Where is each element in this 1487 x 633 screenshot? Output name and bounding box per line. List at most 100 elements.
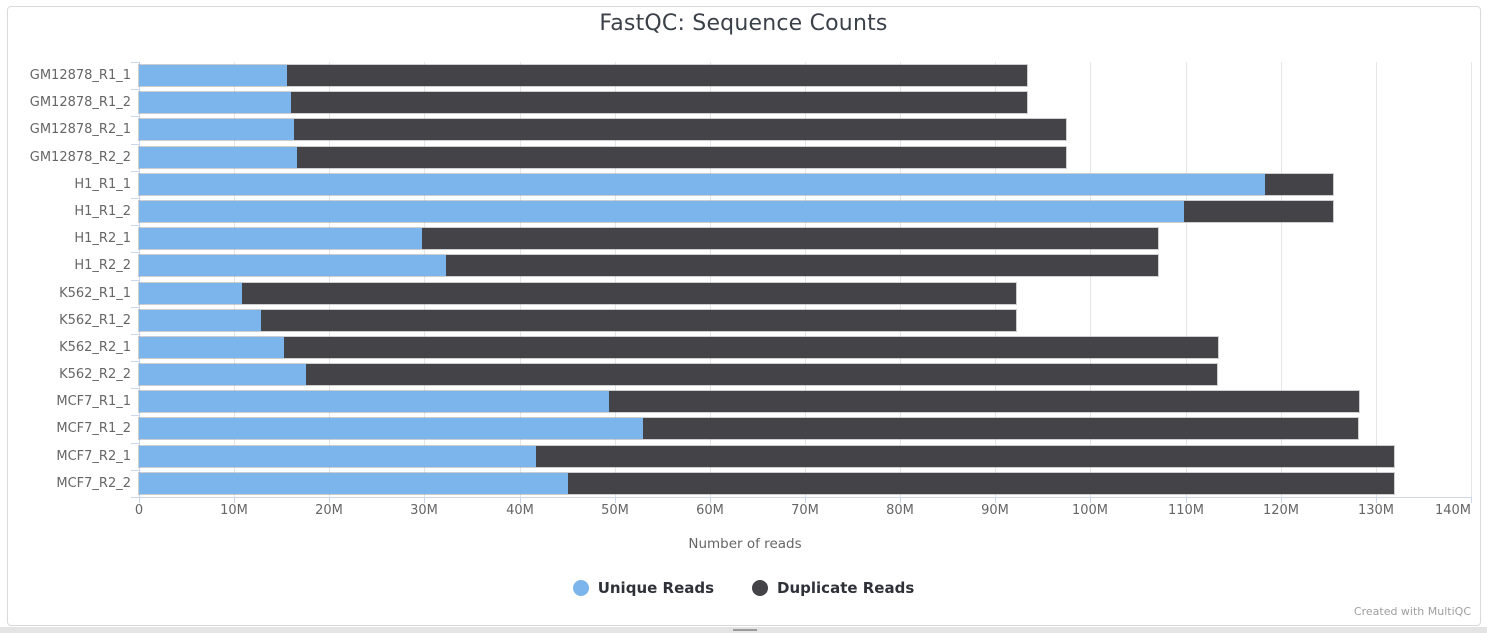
plot-area[interactable] — [139, 62, 1472, 497]
bar-segment-duplicate[interactable] — [284, 337, 1218, 358]
bar-row — [139, 174, 1333, 195]
bar-segment-duplicate[interactable] — [609, 391, 1359, 412]
bar-segment-unique[interactable] — [139, 364, 306, 385]
bar-segment-unique[interactable] — [139, 337, 284, 358]
bar-segment-unique[interactable] — [139, 228, 422, 249]
bar-segment-duplicate[interactable] — [261, 310, 1016, 331]
bar-segment-duplicate[interactable] — [287, 65, 1027, 86]
y-axis-label: K562_R2_2 — [59, 367, 131, 382]
gridline — [710, 62, 711, 497]
bar-segment-duplicate[interactable] — [306, 364, 1217, 385]
y-axis-tick — [131, 497, 139, 498]
legend-label: Duplicate Reads — [777, 579, 915, 597]
gridline — [805, 62, 806, 497]
bar-segment-duplicate[interactable] — [568, 473, 1394, 494]
bar-segment-unique[interactable] — [139, 201, 1184, 222]
y-axis-tick — [131, 361, 139, 362]
bar-segment-duplicate[interactable] — [422, 228, 1158, 249]
x-axis-tick-label: 20M — [315, 503, 343, 518]
x-axis-tick — [710, 498, 711, 503]
y-axis-tick — [131, 62, 139, 63]
x-axis-tick — [1090, 498, 1091, 503]
bar-segment-unique[interactable] — [139, 418, 643, 439]
y-axis-tick — [131, 225, 139, 226]
y-axis-label: MCF7_R2_1 — [56, 449, 131, 464]
y-axis-tick — [131, 388, 139, 389]
gridline — [329, 62, 330, 497]
horizontal-scrollbar[interactable] — [0, 627, 1487, 633]
x-axis-tick — [1376, 498, 1377, 503]
legend-label: Unique Reads — [597, 579, 715, 597]
x-axis-tick-label: 50M — [601, 503, 629, 518]
x-axis-tick-label: 90M — [981, 503, 1009, 518]
y-axis-tick — [131, 198, 139, 199]
gridline — [424, 62, 425, 497]
x-axis-tick — [1281, 498, 1282, 503]
bar-row — [139, 418, 1358, 439]
bar-row — [139, 201, 1333, 222]
legend-marker-icon — [752, 580, 769, 596]
bar-segment-unique[interactable] — [139, 119, 294, 140]
bar-segment-unique[interactable] — [139, 255, 446, 276]
y-axis-tick — [131, 443, 139, 444]
y-axis-tick — [131, 171, 139, 172]
legend-marker-icon — [572, 580, 589, 596]
y-axis-line — [139, 62, 140, 497]
legend-item-duplicate-reads[interactable]: Duplicate Reads — [752, 579, 914, 597]
gridline — [234, 62, 235, 497]
gridline — [1471, 62, 1472, 497]
x-axis-tick — [234, 498, 235, 503]
bar-segment-duplicate[interactable] — [446, 255, 1158, 276]
bar-segment-duplicate[interactable] — [1184, 201, 1333, 222]
x-axis-title: Number of reads — [688, 536, 802, 552]
x-axis-tick-label: 40M — [506, 503, 534, 518]
y-axis-tick — [131, 144, 139, 145]
resize-grip-icon[interactable] — [733, 629, 757, 631]
gridline — [1376, 62, 1377, 497]
x-axis-tick-label: 120M — [1262, 503, 1300, 518]
y-axis-tick — [131, 252, 139, 253]
x-axis-tick — [615, 498, 616, 503]
bar-segment-unique[interactable] — [139, 147, 297, 168]
bar-row — [139, 391, 1359, 412]
y-axis-tick — [131, 470, 139, 471]
bar-segment-duplicate[interactable] — [294, 119, 1066, 140]
bar-segment-duplicate[interactable] — [297, 147, 1066, 168]
y-axis-label: GM12878_R2_1 — [29, 122, 131, 137]
bar-segment-duplicate[interactable] — [1265, 174, 1333, 195]
bar-row — [139, 119, 1066, 140]
gridline — [1186, 62, 1187, 497]
bar-segment-unique[interactable] — [139, 174, 1265, 195]
bar-row — [139, 310, 1016, 331]
bar-segment-duplicate[interactable] — [291, 92, 1027, 113]
y-axis-label: GM12878_R1_1 — [29, 68, 131, 83]
y-axis-tick — [131, 334, 139, 335]
legend-item-unique-reads[interactable]: Unique Reads — [572, 579, 715, 597]
bar-segment-unique[interactable] — [139, 310, 261, 331]
x-axis-tick-label: 130M — [1357, 503, 1395, 518]
bar-row — [139, 337, 1218, 358]
bar-segment-duplicate[interactable] — [536, 446, 1394, 467]
bar-segment-unique[interactable] — [139, 283, 242, 304]
chart-title: FastQC: Sequence Counts — [599, 11, 888, 36]
gridline — [1090, 62, 1091, 497]
y-axis-label: MCF7_R2_2 — [56, 476, 131, 491]
y-axis-tick — [131, 280, 139, 281]
bar-segment-unique[interactable] — [139, 446, 536, 467]
bar-segment-unique[interactable] — [139, 473, 568, 494]
x-axis-tick — [995, 498, 996, 503]
gridline — [615, 62, 616, 497]
y-axis-tick — [131, 415, 139, 416]
bar-segment-unique[interactable] — [139, 65, 287, 86]
bar-row — [139, 228, 1158, 249]
bar-segment-unique[interactable] — [139, 391, 609, 412]
x-axis-line — [139, 497, 1472, 498]
bar-segment-duplicate[interactable] — [242, 283, 1016, 304]
y-axis-tick — [131, 307, 139, 308]
y-axis-tick — [131, 116, 139, 117]
x-axis-tick-label: 30M — [410, 503, 438, 518]
bar-segment-unique[interactable] — [139, 92, 291, 113]
bar-segment-duplicate[interactable] — [643, 418, 1358, 439]
bar-row — [139, 364, 1217, 385]
